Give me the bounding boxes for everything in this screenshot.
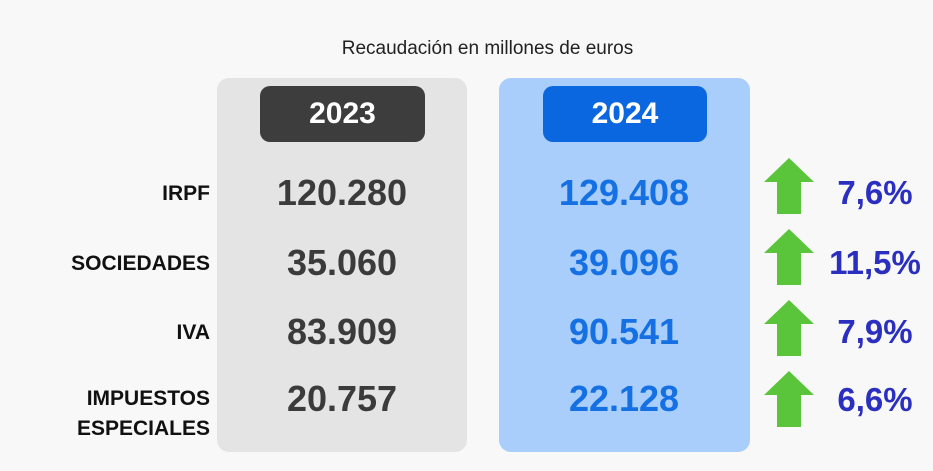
- value-2023-sociedades: 35.060: [286, 242, 398, 283]
- value-2024-sociedades: 39.096: [568, 242, 680, 283]
- value-2023-impuestos-especiales: 20.757: [286, 378, 398, 419]
- up-arrow-icon: [764, 371, 814, 427]
- change-percent-irpf: 7,6%: [837, 174, 913, 211]
- row-label-sociedades: SOCIEDADES: [71, 252, 210, 275]
- change-percent-sociedades: 11,5%: [829, 244, 921, 281]
- value-2024-iva: 90.541: [568, 311, 680, 352]
- row-label-impuestos-especiales: IMPUESTOS ESPECIALES: [76, 387, 210, 440]
- value-2023-irpf: 120.280: [276, 172, 408, 213]
- up-arrow-icon: [764, 300, 814, 356]
- up-arrow-icon: [764, 229, 814, 285]
- up-arrow-icon: [764, 158, 814, 214]
- value-2023-iva: 83.909: [286, 311, 398, 352]
- row-label-irpf: IRPF: [162, 182, 210, 205]
- row-label-iva: IVA: [176, 321, 210, 344]
- chart-title: Recaudación en millones de euros: [341, 38, 634, 59]
- change-percent-impuestos-especiales: 6,6%: [837, 381, 913, 418]
- column-header-2023: 2023: [260, 86, 425, 142]
- change-percent-iva: 7,9%: [837, 313, 913, 350]
- column-header-2024: 2024: [543, 86, 707, 142]
- value-2024-irpf: 129.408: [558, 172, 690, 213]
- value-2024-impuestos-especiales: 22.128: [568, 378, 680, 419]
